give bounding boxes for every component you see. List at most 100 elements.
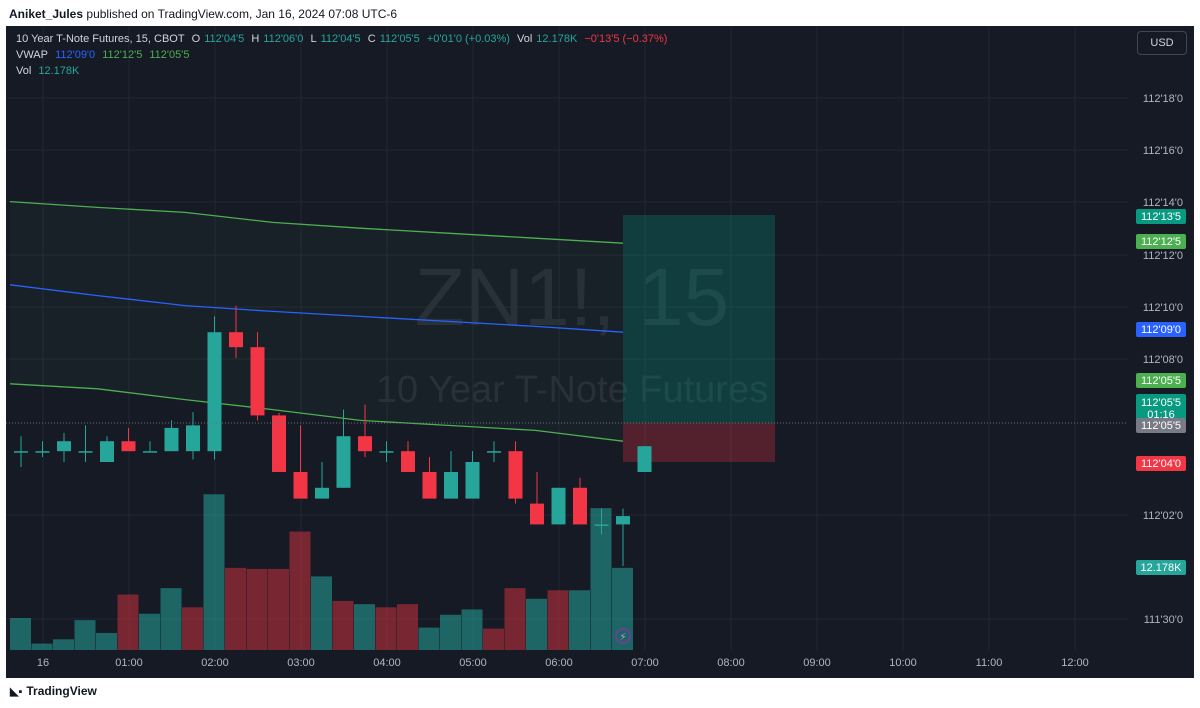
time-tick-label: 03:00 <box>287 657 315 669</box>
volume-bar <box>117 594 139 650</box>
volume-bar <box>569 590 590 650</box>
candle-body <box>573 487 587 525</box>
price-label-text: 112'12'5 <box>1141 236 1181 248</box>
tradingview-logo-icon: ◣▪ <box>10 686 23 698</box>
volume-bar <box>31 643 53 650</box>
time-tick-label: 10:00 <box>889 657 917 669</box>
price-tick-label: 112'18'0 <box>1143 93 1183 105</box>
price-label-text: 12.178K <box>1141 562 1183 574</box>
time-tick-label: 06:00 <box>545 657 573 669</box>
legend-vol2-label[interactable]: Vol <box>16 65 32 77</box>
vwap-lower-band <box>9 383 624 442</box>
volume-bar <box>397 604 418 650</box>
time-tick-label: 01:00 <box>115 657 143 669</box>
legend-vol-value: 12.178K <box>536 33 578 45</box>
candle-body <box>250 347 265 416</box>
candle-body <box>358 436 372 452</box>
volume-bar <box>203 494 225 650</box>
candle-body <box>401 451 415 472</box>
volume-bar <box>53 639 74 650</box>
candle-body <box>508 451 523 499</box>
volume-bar <box>182 607 203 650</box>
volume-bar <box>440 614 461 650</box>
legend-vol-label: Vol <box>517 33 533 45</box>
legend-vwap-2: 112'12'5 <box>102 49 143 61</box>
candle-body <box>78 451 93 453</box>
volume-bar <box>332 600 354 650</box>
volume-bar <box>74 620 96 650</box>
price-tick-label: 112'08'0 <box>1143 354 1183 366</box>
price-label-badge <box>1136 418 1186 433</box>
lightning-glyph: ⚡ <box>619 632 626 643</box>
vwap-band-fill <box>10 201 623 442</box>
candle-body <box>35 451 50 453</box>
volume-bar <box>612 567 633 650</box>
price-label-text: 112'09'0 <box>1141 324 1181 336</box>
watermark-symbol: ZN1!, 15 <box>415 252 729 343</box>
candle-body <box>551 487 566 525</box>
candle-body <box>530 503 544 525</box>
time-tick-label: 02:00 <box>201 657 229 669</box>
volume-bar <box>225 567 246 650</box>
volume-bar <box>96 632 117 650</box>
legend-volume: Vol 12.178K <box>16 65 83 77</box>
volume-bar <box>547 590 569 650</box>
candle-body <box>272 415 286 472</box>
legend-vwap: VWAP 112'09'0 112'12'5 112'05'5 <box>16 49 193 61</box>
legend-o-value: 112'04'5 <box>204 33 245 45</box>
candle-body <box>379 451 394 453</box>
price-label-text: 112'13'5 <box>1141 211 1181 223</box>
legend-o-label: O <box>191 33 201 45</box>
time-tick-label: 11:00 <box>976 657 1003 669</box>
volume-bar <box>289 531 311 650</box>
legend-main: 10 Year T-Note Futures, 15, CBOT O 112'04… <box>16 33 671 45</box>
candle-body <box>637 446 652 472</box>
time-tick-label: 16 <box>37 657 49 669</box>
price-label-text: 112'05'5 <box>1141 420 1181 432</box>
volume-bar <box>461 609 483 650</box>
volume-bar <box>590 508 612 650</box>
time-tick-label: 08:00 <box>717 657 745 669</box>
legend-vol-change: −0'13'5 (−0.37%) <box>584 33 668 45</box>
candle-body <box>444 471 458 499</box>
legend-vwap-label[interactable]: VWAP <box>16 49 48 61</box>
legend-vwap-3: 112'05'5 <box>149 49 190 61</box>
candle-body <box>487 451 501 453</box>
candle-body <box>207 332 222 452</box>
price-tick-label: 112'10'0 <box>1143 302 1183 314</box>
publish-text: published on TradingView.com, Jan 16, 20… <box>86 7 398 21</box>
currency-button[interactable]: USD <box>1137 31 1187 55</box>
candle-body <box>164 427 179 452</box>
author-name[interactable]: Aniket_Jules <box>9 7 84 21</box>
watermark-name: 10 Year T-Note Futures <box>376 369 768 411</box>
volume-bar <box>311 576 332 650</box>
candle-body <box>229 332 243 348</box>
legend-change: +0'01'0 (+0.03%) <box>426 33 510 45</box>
price-label-text: 112'04'0 <box>1141 458 1181 470</box>
legend-l-value: 112'04'5 <box>320 33 361 45</box>
candle-body <box>422 471 437 499</box>
candle-body <box>121 441 136 452</box>
volume-bar <box>504 588 526 650</box>
time-tick-label: 09:00 <box>803 657 831 669</box>
legend-h-value: 112'06'0 <box>263 33 304 45</box>
price-label-badge <box>1136 456 1186 471</box>
footer-bar <box>0 678 1200 708</box>
price-label-badge <box>1136 394 1186 420</box>
price-label-text: 112'05'5 <box>1141 375 1181 387</box>
tradingview-logo[interactable]: ◣▪ TradingView <box>10 684 97 698</box>
volume-bar <box>375 607 397 650</box>
price-label-text: 112'05'5 <box>1141 397 1181 409</box>
candle-body <box>594 524 609 526</box>
legend-vwap-1: 112'09'0 <box>55 49 96 61</box>
publish-bar: Aniket_Jules published on TradingView.co… <box>0 0 1200 26</box>
volume-bar <box>418 627 440 650</box>
legend-c-value: 112'05'5 <box>379 33 420 45</box>
legend-symbol[interactable]: 10 Year T-Note Futures, 15, CBOT <box>16 33 185 45</box>
volume-bar <box>139 613 160 650</box>
price-label-badge <box>1136 560 1186 575</box>
price-tick-label: 112'14'0 <box>1143 197 1183 209</box>
legend-l-label: L <box>310 33 317 45</box>
time-tick-label: 07:00 <box>631 657 659 669</box>
